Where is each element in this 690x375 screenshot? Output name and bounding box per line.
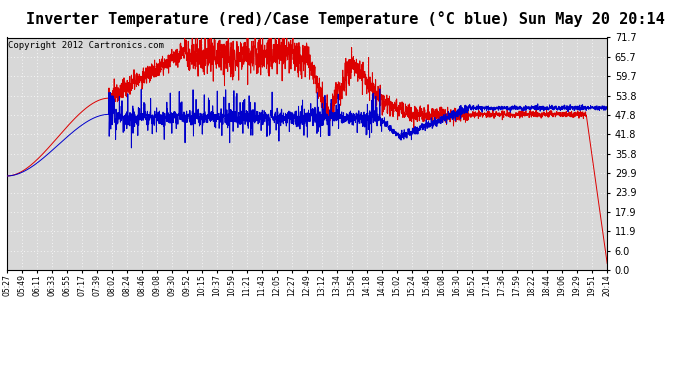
Text: Copyright 2012 Cartronics.com: Copyright 2012 Cartronics.com [8, 41, 164, 50]
Text: Inverter Temperature (red)/Case Temperature (°C blue) Sun May 20 20:14: Inverter Temperature (red)/Case Temperat… [26, 11, 664, 27]
